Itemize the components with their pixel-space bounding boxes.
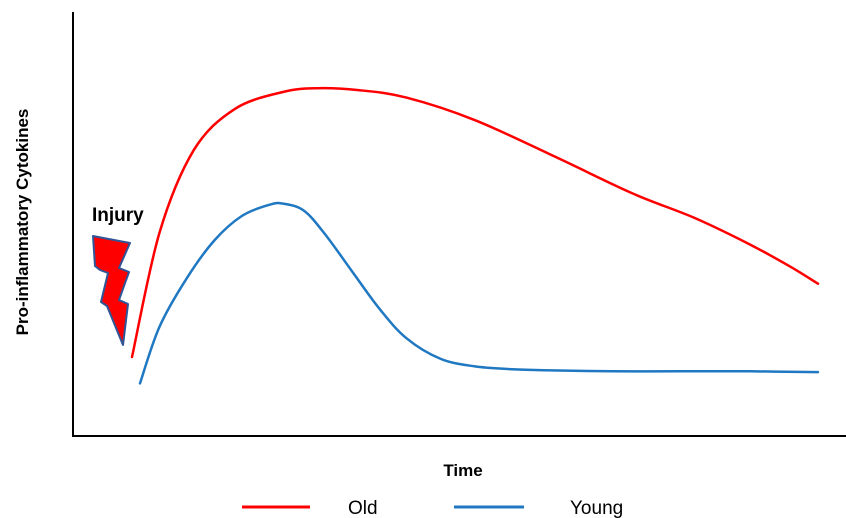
y-axis-label: Pro-inflammatory Cytokines (13, 109, 32, 336)
series-line-old (130, 86, 820, 359)
series-line-young (138, 201, 820, 385)
injury-annotation-label: Injury (92, 205, 144, 226)
x-axis-label: Time (443, 461, 482, 480)
legend-label-old: Old (348, 498, 378, 518)
lightning-bolt-icon (92, 235, 131, 346)
legend-label-young: Young (570, 498, 623, 518)
legend: Old Young (242, 498, 623, 518)
